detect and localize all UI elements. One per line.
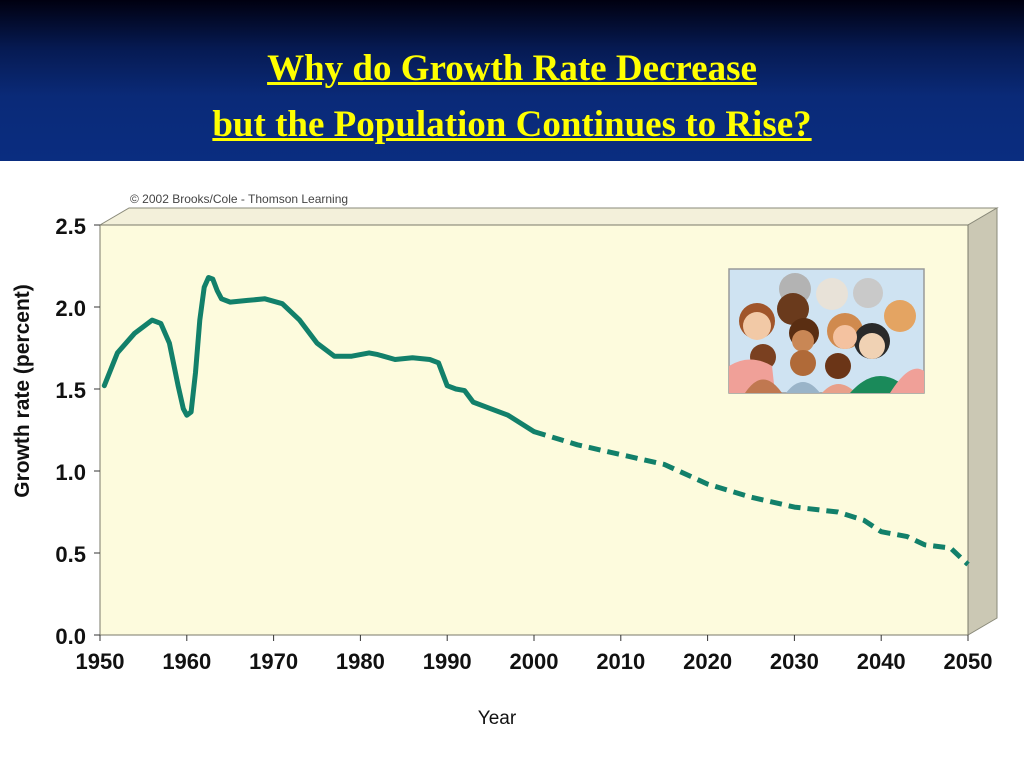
y-tick-label: 1.5: [55, 378, 86, 403]
crowd-of-people-icon: [728, 268, 925, 394]
x-tick-label: 1950: [76, 649, 125, 674]
x-tick-label: 1980: [336, 649, 385, 674]
y-tick-label: 2.0: [55, 296, 86, 321]
x-tick-label: 2030: [770, 649, 819, 674]
plot-depth-side: [967, 207, 998, 636]
x-tick-label: 1990: [423, 649, 472, 674]
historical-growth-line: [101, 275, 537, 435]
projected-growth-line: [533, 429, 970, 567]
x-axis: 1950 1960 1970 1980 1990 2000 2010 2020 2030 2040…: [76, 635, 993, 674]
x-tick-label: 2050: [944, 649, 993, 674]
title-band: [0, 0, 1024, 161]
x-tick-label: 1970: [249, 649, 298, 674]
plot-depth-top: [98, 207, 999, 226]
x-tick-label: 2020: [683, 649, 732, 674]
x-tick-label: 2040: [857, 649, 906, 674]
y-tick-label: 0.0: [55, 624, 86, 649]
slide-title-line1: Why do Growth Rate Decrease: [267, 48, 757, 89]
y-tick-label: 0.5: [55, 542, 86, 567]
y-tick-label: 2.5: [55, 214, 86, 239]
y-axis: 0.0 0.5 1.0 1.5 2.0 2.5: [55, 214, 100, 649]
x-tick-label: 2000: [510, 649, 559, 674]
growth-rate-chart: © 2002 Brooks/Cole - Thomson Learning 0.…: [11, 192, 999, 729]
y-axis-label: Growth rate (percent): [11, 284, 34, 498]
x-tick-label: 1960: [162, 649, 211, 674]
y-tick-label: 1.0: [55, 460, 86, 485]
series-layer: [101, 275, 970, 567]
slide-title-line2: but the Population Continues to Rise?: [212, 104, 812, 145]
x-axis-label: Year: [478, 708, 517, 729]
copyright-notice: © 2002 Brooks/Cole - Thomson Learning: [130, 192, 348, 206]
x-tick-label: 2010: [596, 649, 645, 674]
